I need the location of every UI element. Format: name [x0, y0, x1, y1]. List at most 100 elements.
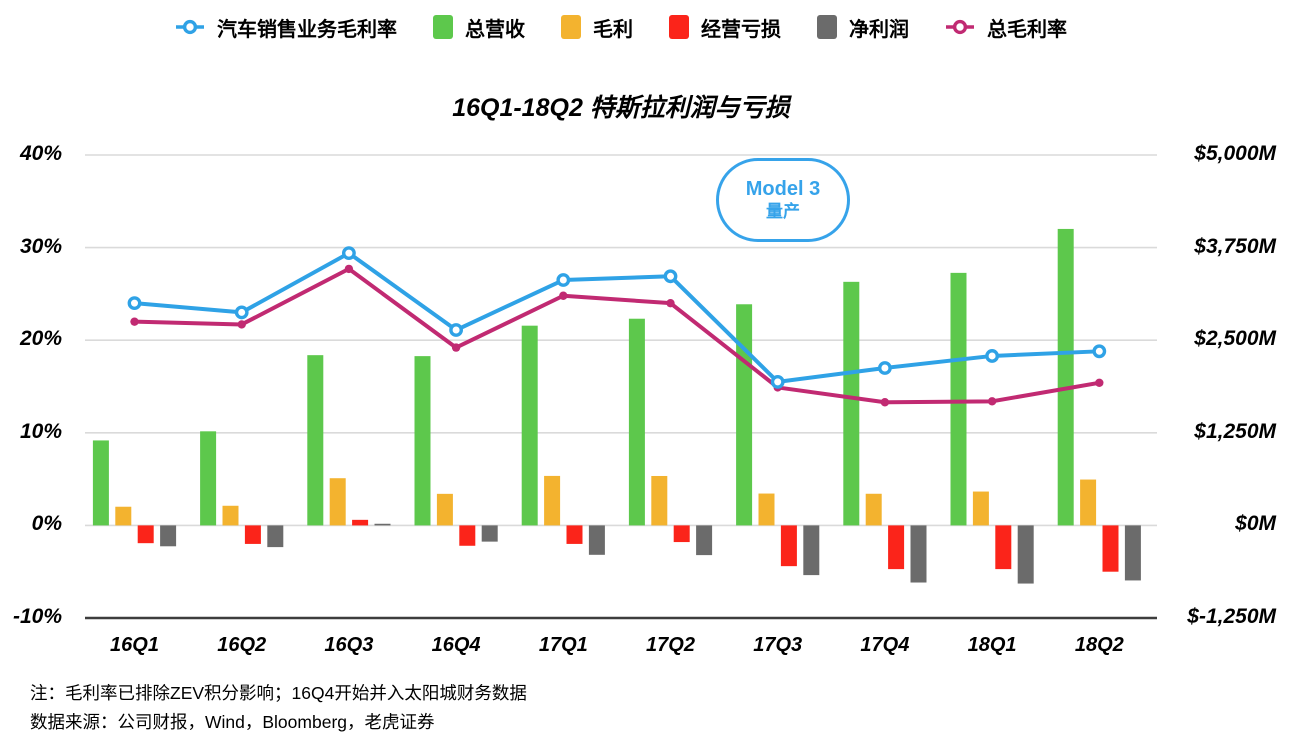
bar-毛利-17Q4	[865, 493, 882, 526]
bar-经营亏损-18Q2	[1102, 525, 1119, 572]
marker-总毛利率-18Q2	[1095, 378, 1104, 387]
x-axis-tick-16Q2: 16Q2	[217, 634, 267, 656]
bar-净利润-17Q2	[696, 525, 713, 556]
bar-毛利-17Q2	[651, 475, 668, 526]
bar-总营收-16Q4	[414, 356, 431, 526]
marker-汽车销售业务毛利率-18Q1	[985, 349, 999, 363]
y-axis-right-tick-$-1,250M: $-1,250M	[1187, 605, 1276, 628]
bar-净利润-17Q3	[803, 525, 820, 576]
bar-经营亏损-17Q1	[566, 525, 583, 544]
legend-square-icon	[433, 15, 453, 39]
x-axis-tick-18Q2: 18Q2	[1074, 634, 1124, 656]
annotation-text-model3: Model 3	[745, 178, 821, 200]
bar-总营收-16Q2	[200, 431, 217, 526]
legend-item-净利润: 净利润	[817, 13, 909, 42]
bar-毛利-16Q1	[115, 506, 132, 526]
y-axis-left-tick-0%: 0%	[31, 512, 62, 536]
footnote-line-2: 数据来源：公司财报，Wind，Bloomberg，老虎证券	[30, 711, 435, 732]
bar-净利润-18Q1	[1017, 525, 1034, 584]
marker-汽车销售业务毛利率-16Q4	[449, 323, 463, 337]
legend-item-汽车销售业务毛利率: 汽车销售业务毛利率	[175, 13, 397, 42]
marker-汽车销售业务毛利率-17Q1	[556, 273, 571, 287]
bar-总营收-17Q3	[736, 304, 753, 526]
y-axis-left-tick--10%: -10%	[12, 605, 62, 628]
marker-总毛利率-16Q3	[344, 264, 354, 274]
bar-毛利-16Q4	[436, 493, 453, 526]
legend-item-总营收: 总营收	[433, 13, 525, 42]
line-总毛利率	[132, 266, 1102, 405]
bar-净利润-16Q4	[481, 525, 498, 542]
y-axis-right-tick-$3,750M: $3,750M	[1194, 234, 1276, 258]
bar-毛利-18Q1	[972, 491, 989, 526]
bar-总营收-17Q2	[628, 318, 645, 526]
x-axis-tick-16Q4: 16Q4	[431, 634, 481, 656]
bar-经营亏损-17Q2	[673, 525, 690, 543]
bar-总营收-18Q2	[1057, 228, 1074, 526]
marker-总毛利率-17Q1	[559, 291, 568, 300]
y-axis-left-tick-20%: 20%	[19, 327, 62, 351]
y-axis-left-tick-30%: 30%	[19, 234, 62, 258]
legend-label: 汽车销售业务毛利率	[217, 18, 397, 41]
bar-毛利-18Q2	[1080, 479, 1097, 526]
legend-label: 净利润	[849, 18, 909, 41]
bar-净利润-18Q2	[1124, 525, 1141, 581]
y-axis-right-tick-$2,500M: $2,500M	[1194, 327, 1276, 351]
x-axis-tick-16Q1: 16Q1	[110, 634, 159, 656]
legend-item-总毛利率: 总毛利率	[945, 13, 1067, 42]
marker-总毛利率-18Q1	[987, 397, 997, 406]
legend-square-icon	[669, 15, 689, 39]
model3-annotation-bubble: Model 3 量产	[716, 158, 850, 242]
legend-square-icon	[817, 15, 837, 39]
marker-汽车销售业务毛利率-17Q3	[770, 374, 785, 389]
marker-总毛利率-17Q4	[880, 398, 890, 407]
marker-汽车销售业务毛利率-18Q2	[1092, 344, 1107, 359]
y-axis-right-tick-$5,000M: $5,000M	[1194, 142, 1276, 165]
bar-净利润-17Q4	[910, 525, 927, 583]
legend-label: 总毛利率	[987, 18, 1067, 41]
bar-经营亏损-18Q1	[995, 525, 1012, 570]
bar-毛利-17Q1	[544, 475, 561, 526]
marker-总毛利率-17Q2	[666, 298, 675, 308]
marker-汽车销售业务毛利率-17Q4	[878, 361, 892, 375]
chart-title: 16Q1-18Q2 特斯拉利润与亏损	[452, 94, 790, 122]
bar-毛利-17Q3	[758, 493, 775, 526]
legend-square-icon	[561, 15, 581, 39]
x-axis-tick-17Q4: 17Q4	[860, 634, 910, 656]
marker-总毛利率-16Q2	[237, 320, 246, 329]
y-axis-right-tick-$0M: $0M	[1235, 512, 1276, 536]
x-axis-tick-17Q2: 17Q2	[646, 634, 695, 656]
legend-label: 总营收	[465, 18, 525, 41]
y-axis-left-tick-10%: 10%	[19, 419, 62, 443]
x-axis-tick-17Q1: 17Q1	[538, 634, 588, 656]
marker-总毛利率-16Q4	[451, 343, 461, 352]
bar-毛利-16Q2	[222, 505, 239, 526]
marker-汽车销售业务毛利率-16Q2	[234, 305, 249, 320]
marker-汽车销售业务毛利率-16Q3	[341, 246, 356, 261]
legend-item-经营亏损: 经营亏损	[669, 13, 781, 42]
bar-总营收-18Q1	[950, 272, 967, 526]
marker-总毛利率-16Q1	[130, 317, 139, 326]
footnotes: 注：毛利率已排除ZEV积分影响；16Q4开始并入太阳城财务数据 数据来源：公司财…	[30, 679, 527, 736]
x-axis-tick-18Q1: 18Q1	[967, 634, 1017, 656]
x-axis-tick-17Q3: 17Q3	[753, 634, 803, 656]
bar-经营亏损-16Q1	[137, 525, 154, 544]
bar-经营亏损-16Q2	[244, 525, 261, 544]
legend-label: 经营亏损	[701, 18, 781, 41]
bar-毛利-16Q3	[329, 478, 346, 526]
marker-汽车销售业务毛利率-17Q2	[663, 269, 678, 284]
bar-总营收-17Q4	[843, 281, 860, 526]
bar-经营亏损-17Q3	[780, 525, 797, 567]
legend: 汽车销售业务毛利率 总营收 毛利 经营亏损 净利润 总毛利率	[85, 10, 1157, 44]
bar-净利润-16Q2	[267, 525, 284, 548]
bar-总营收-17Q1	[521, 325, 538, 526]
y-axis-right-tick-$1,250M: $1,250M	[1194, 419, 1276, 443]
marker-汽车销售业务毛利率-16Q1	[127, 296, 142, 311]
bar-总营收-16Q1	[92, 440, 109, 526]
bar-总营收-16Q3	[307, 355, 324, 526]
legend-label: 毛利	[593, 18, 633, 41]
bar-净利润-16Q3	[374, 523, 391, 526]
legend-ring-icon	[176, 19, 204, 35]
x-axis-tick-16Q3: 16Q3	[324, 634, 374, 656]
